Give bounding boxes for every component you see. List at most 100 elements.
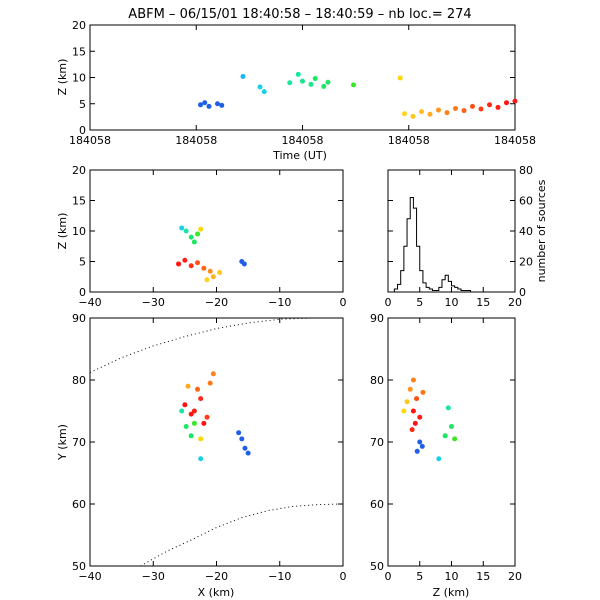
xy-source-point (242, 445, 248, 451)
xz-source-point (176, 261, 182, 267)
main-title: ABFM – 06/15/01 18:40:58 – 18:40:59 – nb… (128, 7, 471, 22)
xy-source-point (198, 436, 204, 442)
time-height-source-point (478, 106, 484, 112)
time-height-source-point (202, 100, 208, 106)
xz-xtick-label: −40 (78, 296, 101, 309)
time-height-source-point (453, 105, 458, 111)
time-height-ylabel: Z (km) (56, 59, 69, 96)
time-height-source-point (512, 98, 518, 104)
xy-source-point (191, 408, 197, 414)
xy-source-point (183, 424, 189, 429)
xz-source-point (195, 231, 201, 237)
histogram-ytick-label: 0 (519, 286, 526, 299)
xz-source-point (207, 268, 213, 274)
zy-source-point (410, 377, 416, 383)
time-height-xtick-label: 184058 (494, 134, 536, 147)
histogram-xtick-label: 20 (508, 296, 522, 309)
time-height-source-point (402, 111, 407, 117)
zy-source-point (412, 420, 418, 426)
time-height-source-point (198, 102, 203, 108)
zy-ytick-label: 50 (370, 560, 384, 573)
time-height-source-point (295, 71, 301, 77)
histogram-xtick-label: 10 (445, 296, 459, 309)
histogram-layer (388, 196, 515, 293)
histogram-xtick-label: 0 (385, 296, 392, 309)
xz-source-point (188, 263, 194, 269)
xz-xtick-label: 0 (340, 296, 347, 309)
time-height-frame (89, 24, 516, 131)
time-height-ytick-label: 20 (72, 19, 86, 32)
xy-source-point (188, 411, 194, 417)
xy-source-point (201, 420, 207, 426)
xy-source-point (207, 380, 213, 386)
zy-xtick-label: 5 (416, 570, 423, 583)
time-height-source-point (257, 84, 263, 90)
xy-source-point (179, 408, 185, 414)
xy-source-point (188, 433, 194, 439)
time-height-xtick-label: 184058 (282, 134, 324, 147)
xz-xtick-label: −20 (205, 296, 228, 309)
xz-ytick-label: 0 (79, 286, 86, 299)
time-height-source-point (495, 104, 501, 110)
zy-source-point (404, 399, 410, 405)
xy-source-point (191, 420, 197, 426)
xy-ytick-label: 90 (72, 312, 86, 325)
xz-ylabel: Z (km) (56, 213, 69, 250)
xz-source-point (195, 260, 201, 266)
xz-source-point (198, 226, 204, 232)
time-height-source-point (504, 100, 509, 106)
zy-ytick-label: 80 (370, 374, 384, 387)
xy-xtick-label: −40 (78, 570, 101, 583)
zy-source-point (452, 436, 458, 442)
time-height-source-point (397, 75, 403, 81)
xy-source-point (245, 450, 251, 456)
map-boundary-layer (89, 317, 344, 567)
xz-source-point (217, 269, 223, 275)
zy-source-point (401, 408, 407, 414)
time-height-source-point (419, 109, 424, 115)
xz-ytick-label: 20 (72, 164, 86, 177)
zy-source-point (449, 424, 454, 429)
time-height-source-point (436, 107, 441, 113)
zy-source-point (419, 443, 425, 449)
time-height-source-point (308, 81, 314, 87)
time-height-xtick-label: 184058 (388, 134, 430, 147)
xz-source-point (188, 234, 194, 240)
xz-frame (89, 169, 344, 293)
time-height-source-point (461, 108, 467, 114)
time-height-source-point (287, 80, 293, 86)
time-height-ytick-label: 0 (79, 124, 86, 137)
time-height-source-point (470, 103, 475, 109)
time-height-source-point (487, 102, 492, 108)
xz-xtick-label: −10 (268, 296, 291, 309)
histogram-ytick-label: 40 (519, 225, 533, 238)
time-height-ytick-label: 5 (79, 98, 86, 111)
xy-ytick-label: 60 (72, 498, 86, 511)
xz-source-point (179, 225, 185, 231)
zy-ytick-label: 60 (370, 498, 384, 511)
zy-source-point (414, 396, 420, 402)
zy-source-point (410, 408, 416, 414)
zy-source-point (420, 389, 426, 395)
xy-xtick-label: 0 (340, 570, 347, 583)
time-height-source-point (351, 82, 356, 88)
sources-layer (176, 71, 518, 462)
zy-source-point (407, 386, 413, 392)
xz-source-point (191, 239, 197, 245)
histogram-ytick-label: 80 (519, 164, 533, 177)
time-height-source-point (240, 73, 246, 79)
time-height-source-point (444, 110, 450, 116)
time-height-source-point (427, 111, 433, 117)
zy-ytick-label: 70 (370, 436, 384, 449)
xy-boundary-arc (140, 503, 344, 567)
xy-source-point (236, 430, 242, 436)
xz-source-point (183, 228, 189, 234)
xz-ytick-label: 15 (72, 195, 86, 208)
zy-source-point (445, 405, 451, 411)
time-height-source-point (300, 78, 305, 84)
time-height-ytick-label: 10 (72, 72, 86, 85)
histogram-ytick-label: 60 (519, 195, 533, 208)
xz-xtick-label: −30 (142, 296, 165, 309)
histogram-line (388, 196, 515, 293)
xy-xtick-label: −30 (142, 570, 165, 583)
